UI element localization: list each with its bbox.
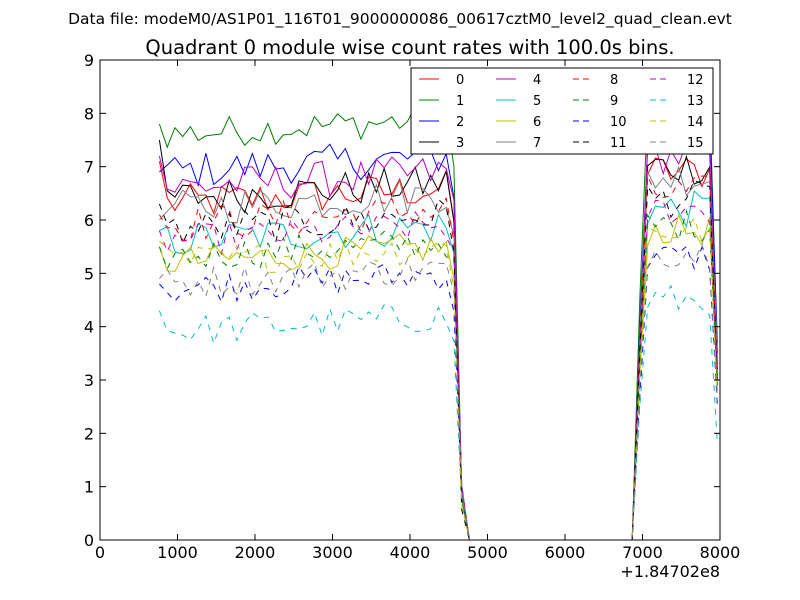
- series-line-7: [159, 165, 718, 540]
- legend-label-5: 5: [533, 94, 541, 109]
- y-tick-label: 5: [84, 264, 94, 283]
- chart-title: Quadrant 0 module wise count rates with …: [145, 36, 674, 59]
- plot-lines: [158, 86, 718, 540]
- series-line-2: [159, 122, 718, 540]
- y-tick-label: 3: [84, 371, 94, 390]
- legend-label-10: 10: [610, 115, 627, 130]
- series-line-3: [158, 139, 718, 540]
- legend-label-3: 3: [456, 136, 464, 151]
- legend-box: [410, 67, 714, 155]
- legend-label-7: 7: [533, 136, 541, 151]
- y-tick-label: 0: [84, 531, 94, 550]
- legend-label-15: 15: [687, 136, 704, 151]
- x-tick-label: 6000: [545, 543, 586, 562]
- y-tick-label: 8: [84, 104, 94, 123]
- x-tick-label: 5000: [467, 543, 508, 562]
- series-line-6: [158, 213, 718, 540]
- y-tick-label: 9: [84, 51, 94, 70]
- x-tick-label: 1000: [157, 543, 198, 562]
- y-tick-label: 4: [84, 318, 94, 337]
- series-line-1: [158, 86, 718, 540]
- series-line-4: [158, 138, 718, 540]
- x-tick-label: 3000: [312, 543, 353, 562]
- y-tick-label: 6: [84, 211, 94, 230]
- legend-label-13: 13: [687, 94, 704, 109]
- legend-label-6: 6: [533, 115, 541, 130]
- legend-label-14: 14: [687, 115, 704, 130]
- x-tick-label: 7000: [622, 543, 663, 562]
- legend-label-8: 8: [610, 73, 618, 88]
- series-line-13: [158, 284, 718, 540]
- y-tick-label: 7: [84, 158, 94, 177]
- y-tick-label: 1: [84, 478, 94, 497]
- legend-label-1: 1: [456, 94, 464, 109]
- x-tick-label: 4000: [390, 543, 431, 562]
- x-tick-label: 8000: [700, 543, 741, 562]
- series-line-5: [159, 190, 718, 540]
- x-offset-label: +1.84702e8: [620, 562, 720, 581]
- series-line-0: [158, 157, 718, 540]
- x-tick-label: 0: [95, 543, 105, 562]
- axis-ticks: 0 1000 2000 3000 4000 5000 6000 7000 80000123456…: [84, 51, 741, 562]
- legend-label-11: 11: [610, 136, 627, 151]
- legend-label-9: 9: [610, 94, 618, 109]
- legend-label-4: 4: [533, 73, 541, 88]
- series-line-15: [159, 243, 718, 540]
- series-line-11: [158, 179, 718, 540]
- series-line-9: [158, 209, 718, 540]
- chart-suptitle: Data file: modeM0/AS1P01_116T01_90000000…: [68, 10, 732, 29]
- legend-label-12: 12: [687, 73, 704, 88]
- legend-label-2: 2: [456, 115, 464, 130]
- x-tick-label: 2000: [235, 543, 276, 562]
- legend-label-0: 0: [456, 73, 464, 88]
- y-tick-label: 2: [84, 424, 94, 443]
- series-line-12: [158, 199, 718, 540]
